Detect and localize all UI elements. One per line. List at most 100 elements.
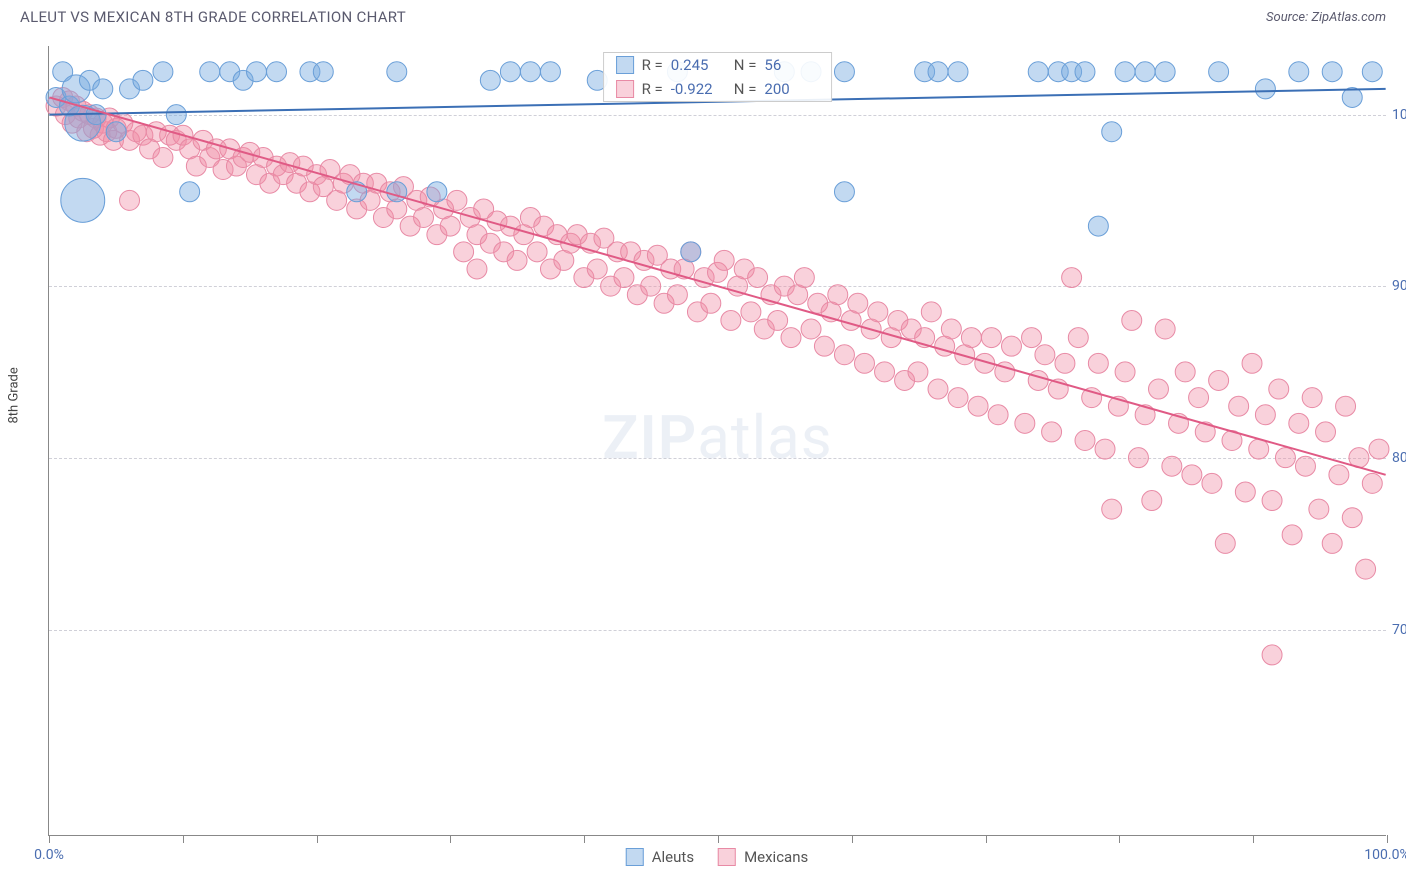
n-value: 200 [764, 80, 819, 98]
scatter-point-mexicans [1369, 439, 1389, 459]
x-tick [183, 835, 184, 843]
scatter-point-mexicans [848, 293, 868, 313]
y-tick-label: 90.0% [1392, 278, 1406, 294]
scatter-point-mexicans [527, 242, 547, 262]
scatter-point-mexicans [714, 250, 734, 270]
scatter-point-mexicans [1275, 448, 1295, 468]
legend-swatch-icon [626, 848, 644, 866]
x-tick [584, 835, 585, 843]
scatter-point-aleuts [1115, 62, 1135, 82]
scatter-point-aleuts [267, 62, 287, 82]
scatter-point-mexicans [1068, 328, 1088, 348]
scatter-point-mexicans [1235, 482, 1255, 502]
scatter-point-mexicans [120, 190, 140, 210]
y-tick-label: 70.0% [1392, 622, 1406, 638]
n-value: 56 [764, 56, 819, 74]
scatter-point-mexicans [1262, 491, 1282, 511]
scatter-point-mexicans [1269, 379, 1289, 399]
scatter-point-mexicans [447, 190, 467, 210]
x-tick [450, 835, 451, 843]
x-tick [852, 835, 853, 843]
scatter-point-mexicans [1128, 448, 1148, 468]
scatter-point-aleuts [1362, 62, 1382, 82]
scatter-point-mexicans [1115, 362, 1135, 382]
legend-item: Aleuts [626, 848, 694, 866]
chart-title: ALEUT VS MEXICAN 8TH GRADE CORRELATION C… [20, 8, 406, 26]
legend-swatch-icon [718, 848, 736, 866]
scatter-point-mexicans [794, 268, 814, 288]
scatter-point-mexicans [875, 362, 895, 382]
x-tick [1119, 835, 1120, 843]
scatter-svg [49, 46, 1386, 835]
y-axis-label: 8th Grade [7, 367, 22, 423]
scatter-point-mexicans [1316, 422, 1336, 442]
scatter-point-mexicans [855, 353, 875, 373]
scatter-point-aleuts [200, 62, 220, 82]
scatter-point-aleuts [387, 62, 407, 82]
n-label: N = [734, 80, 757, 98]
scatter-point-mexicans [1209, 370, 1229, 390]
scatter-point-mexicans [440, 216, 460, 236]
scatter-point-aleuts [166, 105, 186, 125]
scatter-point-mexicans [1162, 456, 1182, 476]
scatter-point-mexicans [1102, 499, 1122, 519]
scatter-point-mexicans [1148, 379, 1168, 399]
scatter-point-mexicans [1255, 405, 1275, 425]
scatter-point-mexicans [941, 319, 961, 339]
scatter-point-aleuts [153, 62, 173, 82]
scatter-point-mexicans [1042, 422, 1062, 442]
scatter-point-mexicans [507, 250, 527, 270]
scatter-point-aleuts [1155, 62, 1175, 82]
scatter-point-mexicans [921, 302, 941, 322]
scatter-point-aleuts [540, 62, 560, 82]
scatter-point-mexicans [614, 268, 634, 288]
scatter-point-mexicans [1215, 533, 1235, 553]
x-tick [1253, 835, 1254, 843]
scatter-point-mexicans [153, 148, 173, 168]
x-tick [986, 835, 987, 843]
x-tick [1387, 835, 1388, 843]
scatter-point-aleuts [106, 122, 126, 142]
scatter-point-mexicans [828, 285, 848, 305]
scatter-point-mexicans [1309, 499, 1329, 519]
scatter-point-aleuts [1135, 62, 1155, 82]
scatter-point-mexicans [1362, 473, 1382, 493]
legend-swatch-icon [616, 56, 634, 74]
scatter-point-mexicans [1356, 559, 1376, 579]
scatter-point-mexicans [1329, 465, 1349, 485]
x-tick [49, 835, 50, 843]
scatter-point-aleuts [93, 79, 113, 99]
scatter-point-mexicans [868, 302, 888, 322]
scatter-point-mexicans [948, 388, 968, 408]
scatter-point-mexicans [968, 396, 988, 416]
scatter-point-mexicans [1015, 413, 1035, 433]
scatter-point-mexicans [1088, 353, 1108, 373]
scatter-point-mexicans [641, 276, 661, 296]
scatter-point-aleuts [480, 70, 500, 90]
scatter-point-mexicans [1182, 465, 1202, 485]
scatter-point-mexicans [1336, 396, 1356, 416]
scatter-point-mexicans [667, 285, 687, 305]
scatter-point-aleuts [133, 70, 153, 90]
legend-label: Mexicans [744, 848, 808, 866]
scatter-point-mexicans [981, 328, 1001, 348]
scatter-point-mexicans [748, 268, 768, 288]
scatter-point-mexicans [1302, 388, 1322, 408]
scatter-point-mexicans [781, 328, 801, 348]
x-tick-label: 100.0% [1364, 847, 1406, 863]
scatter-point-mexicans [467, 259, 487, 279]
scatter-point-aleuts [1209, 62, 1229, 82]
scatter-point-mexicans [1242, 353, 1262, 373]
scatter-point-mexicans [928, 379, 948, 399]
scatter-point-mexicans [1055, 353, 1075, 373]
scatter-point-mexicans [988, 405, 1008, 425]
legend-stats-row-mexicans: R =-0.922N =200 [604, 77, 832, 101]
series-legend: Aleuts Mexicans [626, 848, 809, 866]
scatter-point-aleuts [387, 182, 407, 202]
scatter-point-mexicans [834, 345, 854, 365]
scatter-point-aleuts [834, 62, 854, 82]
legend-swatch-icon [616, 80, 634, 98]
scatter-point-aleuts [1255, 79, 1275, 99]
scatter-point-mexicans [454, 242, 474, 262]
correlation-legend: R =0.245N =56R =-0.922N =200 [603, 52, 833, 102]
